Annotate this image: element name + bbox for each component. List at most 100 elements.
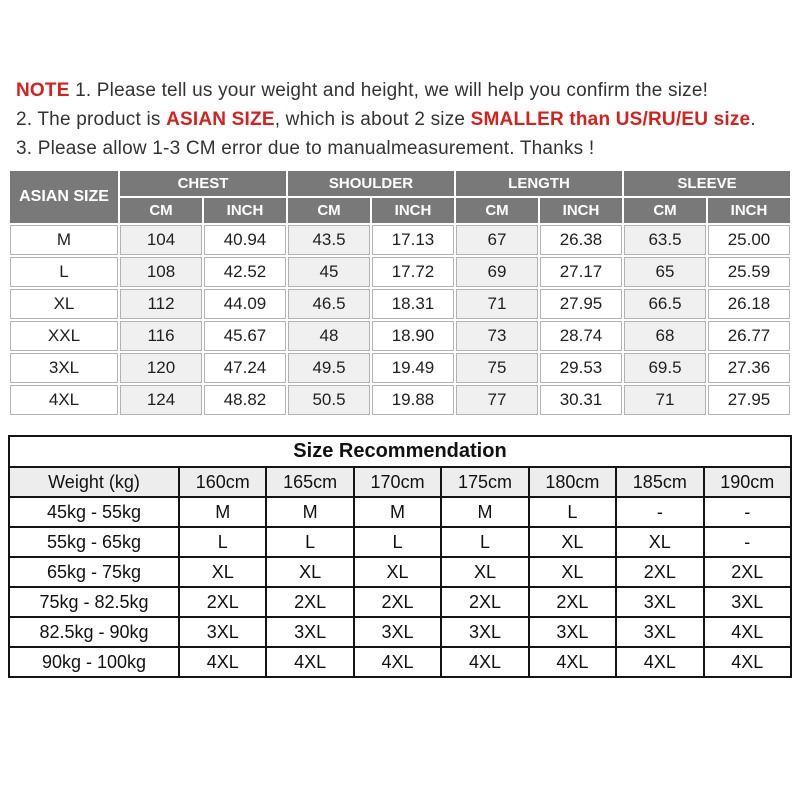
table-cell: 47.24	[204, 353, 286, 383]
table-cell: 68	[624, 321, 706, 351]
table-header-row-groups: ASIAN SIZE CHEST SHOULDER LENGTH SLEEVE	[10, 171, 790, 223]
table-cell: 69.5	[624, 353, 706, 383]
table-cell: 4XL	[177, 646, 268, 678]
weight-range-label: 65kg - 75kg	[8, 556, 180, 588]
table-cell: 48.82	[204, 385, 286, 415]
table-cell: 71	[456, 289, 538, 319]
table-cell: 104	[120, 225, 202, 255]
table-cell: 3XL	[352, 616, 443, 648]
table-cell: 3XL	[177, 616, 268, 648]
table-cell: 46.5	[288, 289, 370, 319]
column-header-height: 170cm	[352, 466, 443, 498]
table-cell: 19.88	[372, 385, 454, 415]
table-cell: 4XL	[615, 646, 705, 678]
size-label: M	[10, 225, 118, 255]
table-cell: 27.95	[540, 289, 622, 319]
table-cell: 18.90	[372, 321, 454, 351]
table-cell: 42.52	[204, 257, 286, 287]
table-cell: 43.5	[288, 225, 370, 255]
table-cell: 3XL	[702, 586, 793, 618]
table-cell: 66.5	[624, 289, 706, 319]
column-group-shoulder: SHOULDER	[288, 171, 454, 196]
table-row-size-xl: XL 112 44.09 46.5 18.31 71 27.95 66.5 26…	[10, 289, 790, 319]
asian-size-highlight: ASIAN SIZE	[166, 109, 275, 130]
table-cell: 120	[120, 353, 202, 383]
weight-range-label: 55kg - 65kg	[8, 526, 180, 558]
table-cell: 27.95	[708, 385, 790, 415]
size-label: 4XL	[10, 385, 118, 415]
table-cell: XL	[527, 556, 618, 588]
smaller-size-highlight: SMALLER than US/RU/EU size	[470, 109, 751, 130]
size-chart-page: NOTE 1. Please tell us your weight and h…	[8, 0, 793, 678]
column-header-height: 175cm	[440, 466, 530, 498]
table-cell: 75	[456, 353, 538, 383]
table-cell: 116	[120, 321, 202, 351]
table-cell: 40.94	[204, 225, 286, 255]
table-cell: 77	[456, 385, 538, 415]
recommendation-row: 82.5kg - 90kg 3XL 3XL 3XL 3XL 3XL 3XL 4X…	[8, 616, 793, 648]
note-line-3-text: 3. Please allow 1-3 CM error due to manu…	[16, 138, 595, 159]
note-line-2-pre: 2. The product is	[16, 109, 167, 130]
table-cell: 4XL	[440, 646, 530, 678]
corner-header-asian-size: ASIAN SIZE	[10, 171, 118, 223]
table-cell: 49.5	[288, 353, 370, 383]
table-cell: L	[177, 526, 268, 558]
column-header-height: 185cm	[615, 466, 705, 498]
table-cell: XL	[265, 556, 355, 588]
column-group-chest: CHEST	[120, 171, 286, 196]
weight-range-label: 45kg - 55kg	[8, 496, 180, 528]
table-cell: 30.31	[540, 385, 622, 415]
table-row-size-3xl: 3XL 120 47.24 49.5 19.49 75 29.53 69.5 2…	[10, 353, 790, 383]
table-cell: XL	[352, 556, 443, 588]
table-cell: 3XL	[527, 616, 618, 648]
table-cell: 45.67	[204, 321, 286, 351]
note-line-3: 3. Please allow 1-3 CM error due to manu…	[16, 134, 792, 163]
table-cell: XL	[615, 526, 705, 558]
size-recommendation-table: Size Recommendation Weight (kg) 160cm 16…	[8, 435, 793, 678]
recommendation-row: 75kg - 82.5kg 2XL 2XL 2XL 2XL 2XL 3XL 3X…	[8, 586, 793, 618]
table-cell: 50.5	[288, 385, 370, 415]
table-cell: 65	[624, 257, 706, 287]
size-label: L	[10, 257, 118, 287]
column-group-sleeve: SLEEVE	[624, 171, 790, 196]
unit-header: CM	[456, 198, 538, 223]
table-cell: 27.17	[540, 257, 622, 287]
table-cell: 3XL	[615, 616, 705, 648]
table-cell: 124	[120, 385, 202, 415]
table-cell: M	[177, 496, 268, 528]
size-label: XL	[10, 289, 118, 319]
table-cell: 17.13	[372, 225, 454, 255]
table-cell: 28.74	[540, 321, 622, 351]
note-line-1: NOTE 1. Please tell us your weight and h…	[16, 76, 792, 105]
table-cell: 25.00	[708, 225, 790, 255]
table-cell: 112	[120, 289, 202, 319]
table-cell: L	[440, 526, 530, 558]
column-header-height: 180cm	[527, 466, 618, 498]
table-cell: 18.31	[372, 289, 454, 319]
table-cell: 25.59	[708, 257, 790, 287]
table-cell: -	[702, 496, 793, 528]
recommendation-table-title: Size Recommendation	[8, 435, 792, 468]
recommendation-row: 90kg - 100kg 4XL 4XL 4XL 4XL 4XL 4XL 4XL	[8, 646, 793, 678]
table-cell: 71	[624, 385, 706, 415]
table-row-size-m: M 104 40.94 43.5 17.13 67 26.38 63.5 25.…	[10, 225, 790, 255]
table-cell: 4XL	[527, 646, 618, 678]
table-cell: 2XL	[352, 586, 443, 618]
unit-header: INCH	[540, 198, 622, 223]
column-header-height: 165cm	[265, 466, 355, 498]
table-cell: L	[352, 526, 443, 558]
unit-header: INCH	[372, 198, 454, 223]
unit-header: INCH	[204, 198, 286, 223]
table-cell: 2XL	[177, 586, 268, 618]
size-label: XXL	[10, 321, 118, 351]
table-cell: M	[265, 496, 355, 528]
recommendation-row: 45kg - 55kg M M M M L - -	[8, 496, 793, 528]
table-cell: 4XL	[702, 616, 793, 648]
table-cell: M	[352, 496, 443, 528]
table-cell: L	[265, 526, 355, 558]
note-line-2: 2. The product is ASIAN SIZE, which is a…	[16, 105, 792, 134]
recommendation-header-row: Weight (kg) 160cm 165cm 170cm 175cm 180c…	[8, 466, 793, 498]
unit-header: CM	[288, 198, 370, 223]
size-label: 3XL	[10, 353, 118, 383]
table-cell: XL	[177, 556, 268, 588]
